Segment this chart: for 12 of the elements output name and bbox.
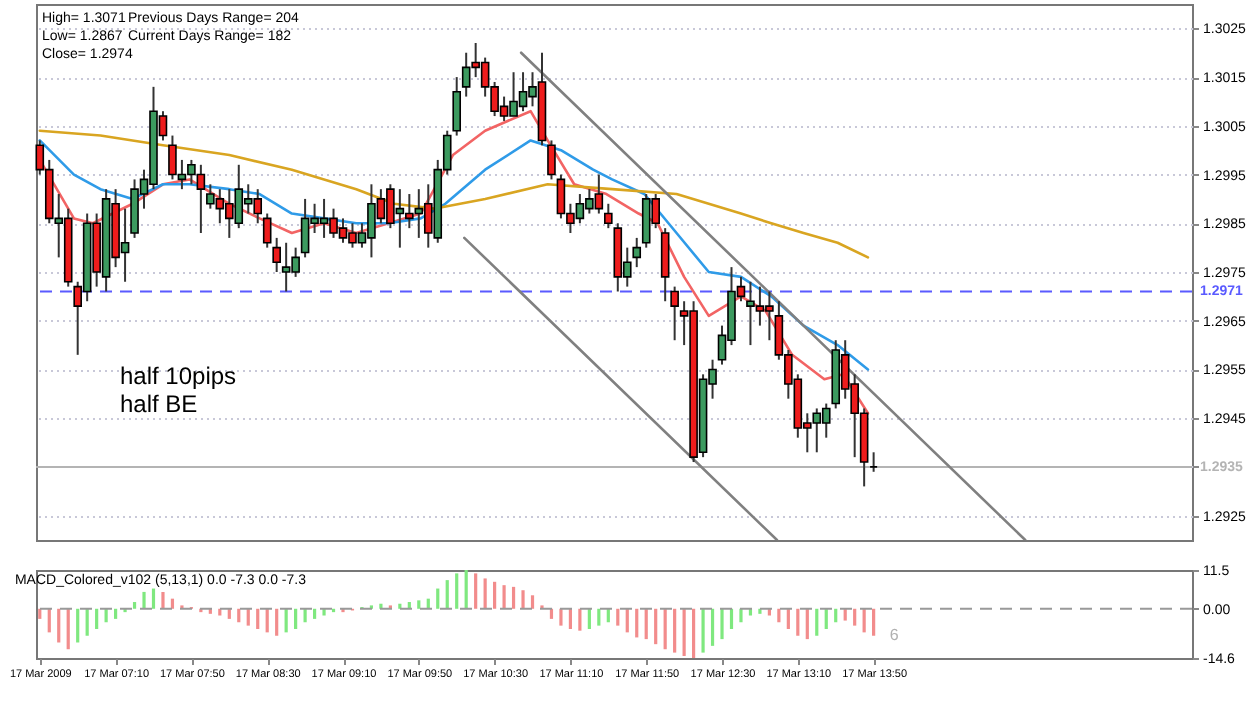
line-series bbox=[38, 129, 870, 259]
candlestick bbox=[452, 76, 462, 137]
candlestick bbox=[670, 285, 679, 342]
annotation: half BE bbox=[120, 390, 198, 418]
candlestick bbox=[547, 139, 556, 181]
candlestick bbox=[632, 236, 642, 269]
annotation: 6 bbox=[889, 625, 900, 644]
candlestick bbox=[262, 212, 272, 249]
candlestick bbox=[660, 227, 670, 303]
annotation: half 10pips bbox=[120, 362, 237, 390]
candlestick bbox=[272, 236, 281, 273]
candlestick bbox=[604, 202, 613, 230]
